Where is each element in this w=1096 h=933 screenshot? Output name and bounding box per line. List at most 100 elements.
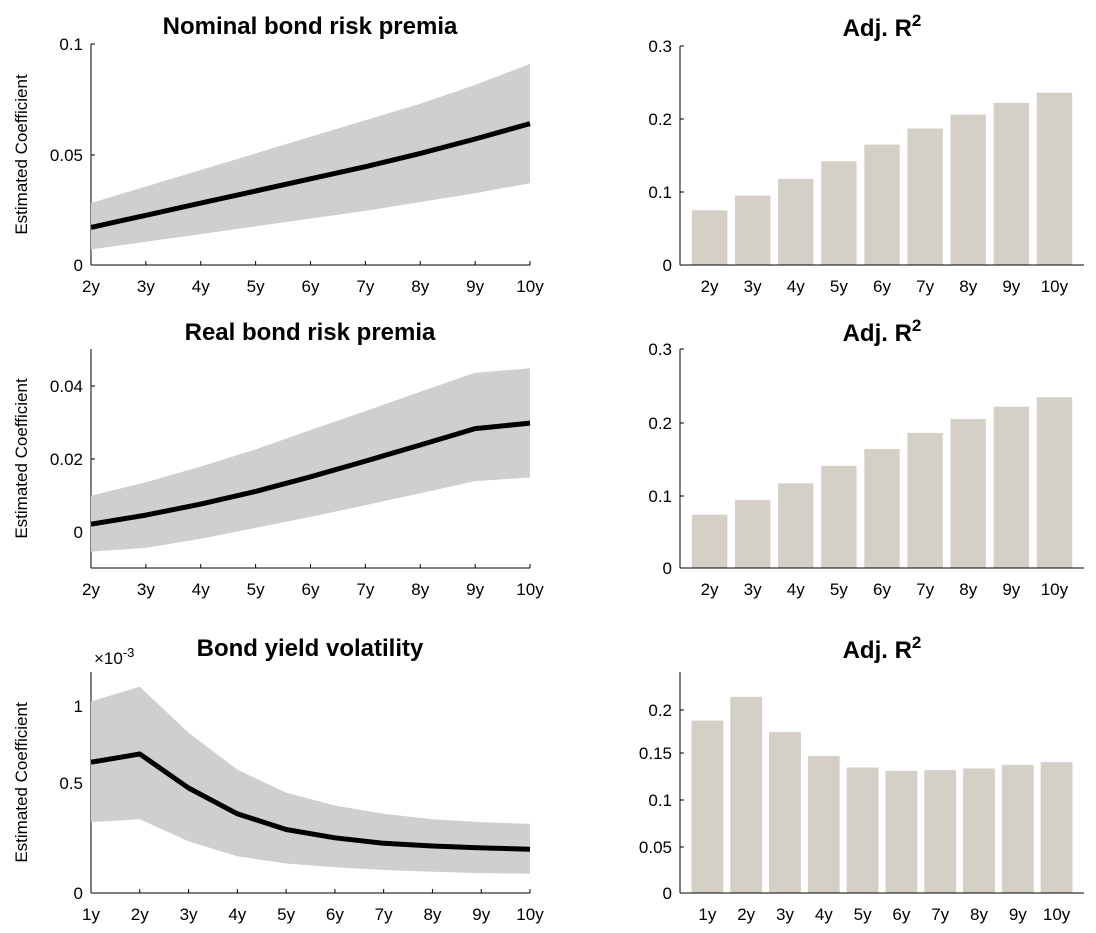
x-tick-label: 7y: [916, 580, 934, 599]
bar: [864, 144, 900, 265]
bar: [885, 771, 918, 893]
chart-title: Real bond risk premia: [185, 319, 436, 346]
x-tick-label: 10y: [1041, 277, 1069, 296]
x-tick-label: 8y: [411, 580, 429, 599]
confidence-band: [91, 686, 530, 874]
chart-panel-6: Adj. R2 0 0.05 0.1 0.15 0.2 1y 2y 3y 4y 5y 6y 7y 8y 9y…: [639, 633, 1084, 924]
x-tick-label: 4y: [787, 580, 805, 599]
bar: [1036, 397, 1073, 568]
x-tick-label: 5y: [830, 277, 848, 296]
x-tick-label: 5y: [854, 905, 872, 924]
x-tick-label: 3y: [744, 580, 762, 599]
chart-panel-2: Adj. R2 0 0.1 0.2 0.3 2y 3y 4y 5y 6y 7y 8y 9y 10y: [648, 11, 1084, 296]
x-tick-label: 4y: [192, 580, 210, 599]
chart-title: Adj. R2: [843, 316, 922, 347]
title-superscript: 2: [912, 633, 921, 652]
x-tick-label: 2y: [131, 905, 149, 924]
x-tick-label: 4y: [192, 277, 210, 296]
y-axis-label: Estimated Coefficient: [12, 702, 31, 863]
y-tick-label: 0: [74, 523, 83, 542]
y-tick-label: 0.05: [639, 838, 672, 857]
bar: [778, 178, 814, 265]
x-tick-label: 9y: [1002, 277, 1020, 296]
x-tick-label: 4y: [228, 905, 246, 924]
bar: [1040, 762, 1073, 893]
x-tick-label: 3y: [137, 580, 155, 599]
x-tick-label: 6y: [302, 277, 320, 296]
y-axis-label: Estimated Coefficient: [12, 378, 31, 539]
estimate-line: [90, 751, 531, 852]
x-tick-label: 7y: [356, 277, 374, 296]
y-tick-label: 0.02: [50, 450, 83, 469]
y-tick-label: 0: [74, 884, 83, 903]
x-tick-label: 2y: [701, 580, 719, 599]
bar: [778, 483, 814, 568]
x-tick-label: 5y: [830, 580, 848, 599]
y-tick-label: 0.3: [648, 37, 672, 56]
x-tick-label: 5y: [247, 277, 265, 296]
title-superscript: 2: [912, 316, 921, 335]
x-tick-label: 9y: [1002, 580, 1020, 599]
x-tick-label: 2y: [701, 277, 719, 296]
x-tick-label: 3y: [180, 905, 198, 924]
chart-panel-1: Nominal bond risk premia 0 0.05 0.1 2y 3y 4y 5y…: [12, 13, 544, 296]
chart-title: Nominal bond risk premia: [163, 13, 458, 40]
y-scale-exponent: ×10-3: [94, 645, 134, 668]
bar: [907, 128, 943, 265]
x-tick-label: 9y: [466, 580, 484, 599]
title-superscript: 2: [912, 11, 921, 30]
x-tick-label: 3y: [776, 905, 794, 924]
bar: [963, 768, 995, 893]
x-tick-label: 2y: [82, 580, 100, 599]
estimate-line: [90, 420, 531, 527]
bar: [993, 102, 1030, 266]
estimate-line: [90, 121, 531, 230]
x-tick-label: 7y: [931, 905, 949, 924]
y-tick-label: 0.1: [648, 791, 672, 810]
bar: [691, 210, 728, 266]
confidence-band: [91, 368, 530, 552]
x-tick-label: 8y: [423, 905, 441, 924]
y-tick-label: 0.5: [59, 774, 83, 793]
x-tick-label: 10y: [516, 580, 544, 599]
x-tick-label: 1y: [82, 905, 100, 924]
x-tick-label: 10y: [516, 905, 544, 924]
x-tick-label: 9y: [466, 277, 484, 296]
bar: [691, 720, 724, 893]
y-tick-label: 0.04: [50, 377, 83, 396]
x-tick-label: 1y: [698, 905, 716, 924]
bar: [769, 732, 801, 893]
bar: [846, 767, 879, 893]
x-tick-label: 8y: [959, 277, 977, 296]
x-tick-label: 7y: [375, 905, 393, 924]
x-tick-label: 9y: [1009, 905, 1027, 924]
y-tick-label: 1: [74, 697, 83, 716]
x-tick-label: 2y: [82, 277, 100, 296]
y-tick-label: 0.2: [648, 414, 672, 433]
y-tick-label: 0.3: [648, 340, 672, 359]
x-tick-label: 6y: [873, 580, 891, 599]
bar: [821, 465, 857, 568]
chart-title: Bond yield volatility: [197, 635, 424, 662]
bar: [821, 161, 857, 265]
x-tick-label: 6y: [873, 277, 891, 296]
y-tick-label: 0.2: [648, 701, 672, 720]
y-tick-label: 0: [663, 559, 672, 578]
x-tick-label: 8y: [411, 277, 429, 296]
x-tick-label: 10y: [516, 277, 544, 296]
y-tick-label: 0: [663, 256, 672, 275]
bar: [691, 514, 728, 568]
chart-panel-3: Real bond risk premia 0 0.02 0.04 2y 3y 4y 5y 6y…: [12, 319, 544, 599]
bar: [730, 696, 763, 893]
x-tick-label: 7y: [916, 277, 934, 296]
confidence-band: [91, 63, 530, 250]
bar: [950, 114, 986, 265]
x-tick-label: 2y: [737, 905, 755, 924]
x-tick-label: 7y: [356, 580, 374, 599]
x-tick-label: 3y: [744, 277, 762, 296]
x-tick-label: 5y: [277, 905, 295, 924]
bar: [950, 419, 986, 568]
x-tick-label: 10y: [1043, 905, 1071, 924]
y-tick-label: 0.2: [648, 110, 672, 129]
